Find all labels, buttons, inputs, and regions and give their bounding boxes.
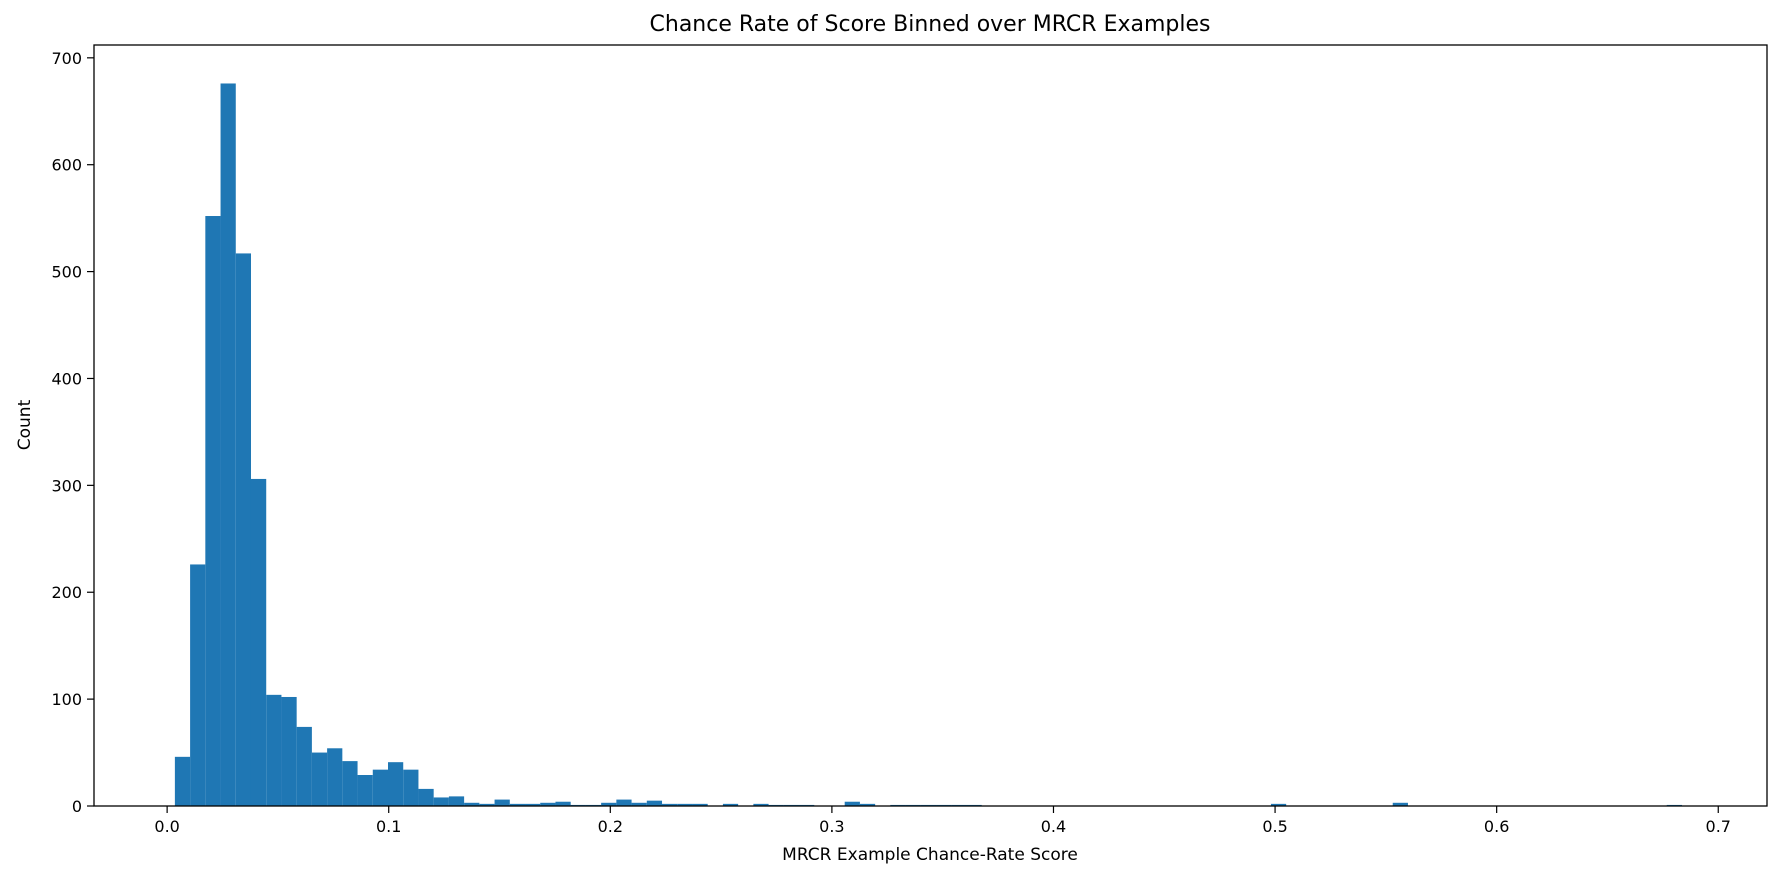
histogram-bar xyxy=(844,801,860,806)
histogram-bar xyxy=(662,803,678,806)
histogram-bar xyxy=(403,769,419,806)
x-tick-label: 0.3 xyxy=(819,817,844,836)
histogram-bar xyxy=(464,802,480,806)
histogram-bar xyxy=(540,802,556,806)
histogram-bar xyxy=(555,801,571,806)
histogram-bar xyxy=(1270,803,1287,806)
x-tick-label: 0.5 xyxy=(1262,817,1287,836)
y-tick-label: 300 xyxy=(51,476,82,495)
y-tick-label: 700 xyxy=(51,49,82,68)
y-tick-label: 200 xyxy=(51,583,82,602)
plot-frame xyxy=(93,44,1768,807)
histogram-bar xyxy=(448,796,465,806)
y-tick-label: 100 xyxy=(51,690,82,709)
histogram-bar xyxy=(753,803,769,806)
x-axis-label: MRCR Example Chance-Rate Score xyxy=(782,845,1078,865)
histogram-bar xyxy=(174,756,191,806)
histogram-bar xyxy=(266,694,282,806)
x-axis: 0.0 0.1 0.2 0.3 0.4 0.5 0.6 0.7 xyxy=(154,806,1731,836)
x-tick-label: 0.7 xyxy=(1706,817,1731,836)
x-tick-label: 0.4 xyxy=(1041,817,1066,836)
y-tick-label: 600 xyxy=(51,156,82,175)
histogram-bar xyxy=(631,802,647,806)
histogram-bar xyxy=(722,803,739,806)
x-tick-label: 0.1 xyxy=(376,817,401,836)
histogram-bar xyxy=(418,788,434,806)
histogram-bar xyxy=(372,769,389,806)
histogram-bar xyxy=(494,799,510,806)
histogram-bar xyxy=(342,761,358,806)
histogram-bar xyxy=(601,802,617,806)
histogram-bar xyxy=(357,775,373,806)
y-axis-label: Count xyxy=(15,399,35,450)
histogram-bar xyxy=(677,803,693,806)
histogram-bar xyxy=(327,748,343,806)
histogram-bar xyxy=(433,797,449,806)
x-tick-label: 0.2 xyxy=(598,817,623,836)
histogram-bar xyxy=(1392,802,1408,806)
histogram-bar xyxy=(190,564,206,806)
histogram-bar xyxy=(525,803,541,806)
y-tick-label: 0 xyxy=(72,797,82,816)
histogram-bar xyxy=(296,726,312,806)
y-tick-label: 400 xyxy=(51,369,82,388)
histogram-bar xyxy=(220,83,236,806)
histogram-bar xyxy=(479,803,495,806)
histogram-bar xyxy=(646,800,663,806)
histogram-bar xyxy=(250,478,267,806)
x-tick-label: 0.6 xyxy=(1484,817,1509,836)
histogram-bar xyxy=(235,253,251,807)
histogram-bar xyxy=(692,803,708,806)
bars-group xyxy=(174,83,1682,807)
y-tick-label: 500 xyxy=(51,263,82,282)
histogram-bar xyxy=(205,216,221,806)
chart-title: Chance Rate of Score Binned over MRCR Ex… xyxy=(650,12,1211,37)
histogram-bar xyxy=(311,752,328,806)
y-axis: 0 100 200 300 400 500 600 700 xyxy=(51,49,94,816)
histogram-bar xyxy=(859,803,876,806)
histogram-bar xyxy=(388,762,404,806)
histogram-bar xyxy=(616,799,632,806)
histogram-bar xyxy=(509,803,526,806)
x-tick-label: 0.0 xyxy=(154,817,179,836)
histogram-bar xyxy=(281,696,297,806)
